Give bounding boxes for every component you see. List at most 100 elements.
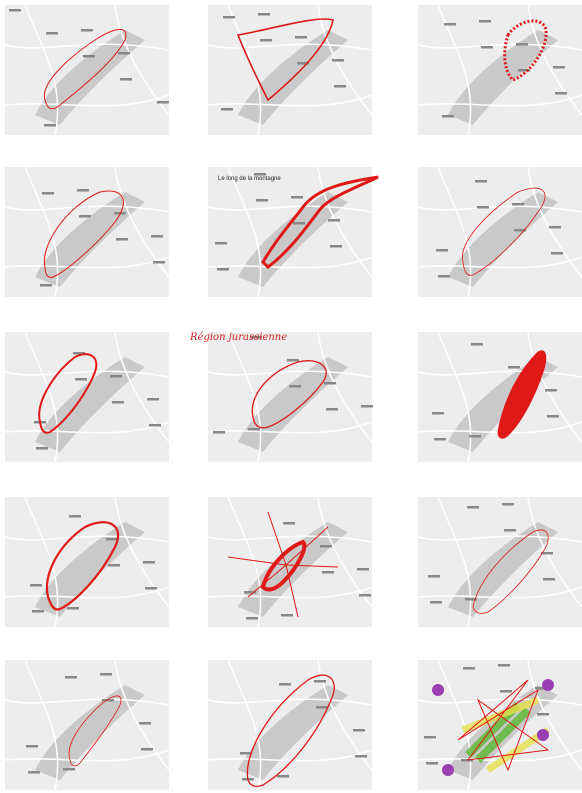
place-label: [475, 180, 487, 183]
place-label: [537, 713, 549, 716]
road: [437, 331, 472, 463]
place-label: [281, 614, 293, 617]
red-outline: [497, 350, 547, 439]
place-label: [326, 408, 338, 411]
road: [207, 421, 373, 434]
place-label: [100, 673, 112, 676]
place-label: [436, 249, 448, 252]
road: [527, 496, 582, 608]
place-label: [545, 389, 557, 392]
place-label: [141, 748, 153, 751]
red-ray: [285, 564, 339, 568]
mountain-band: [35, 685, 145, 780]
road: [114, 4, 170, 116]
place-label: [502, 503, 514, 506]
place-label: [514, 229, 526, 232]
place-label: [512, 203, 524, 206]
road: [4, 749, 170, 762]
road: [437, 496, 472, 628]
place-label: [256, 199, 268, 202]
road: [207, 370, 373, 378]
map-tile: [417, 496, 582, 628]
place-label: [149, 424, 161, 427]
place-label: [258, 13, 270, 16]
place-label: [555, 92, 567, 95]
tiles: [4, 4, 582, 791]
map-tile: [4, 4, 170, 136]
road: [317, 496, 373, 608]
place-label: [120, 78, 132, 81]
road: [417, 586, 582, 599]
road: [527, 4, 582, 116]
place-label: [508, 366, 520, 369]
place-label: [63, 768, 75, 771]
road: [4, 586, 170, 599]
place-label: [246, 617, 258, 620]
place-label: [157, 101, 169, 104]
place-label: [291, 196, 303, 199]
road: [437, 4, 472, 136]
road: [207, 698, 373, 706]
road: [114, 659, 170, 771]
place-label: [547, 415, 559, 418]
road: [24, 496, 59, 628]
place-label: [471, 343, 483, 346]
place-label: [498, 664, 510, 667]
place-label: [330, 245, 342, 248]
red-outline: [251, 360, 327, 429]
road: [4, 370, 170, 378]
road: [24, 659, 59, 791]
place-label: [424, 736, 436, 739]
map-tile: [207, 4, 373, 136]
place-label: [215, 242, 227, 245]
red-outline: [246, 674, 335, 787]
place-label: [295, 36, 307, 39]
place-label: [518, 69, 530, 72]
road: [24, 4, 59, 136]
place-label: [40, 284, 52, 287]
place-label: [46, 32, 58, 35]
road: [437, 659, 472, 791]
place-label: [428, 575, 440, 578]
road: [4, 698, 170, 706]
handwritten-caption: Région jurassienne: [189, 332, 287, 343]
purple-dot: [442, 764, 454, 776]
place-label: [322, 571, 334, 574]
place-label: [254, 173, 266, 176]
place-label: [114, 212, 126, 215]
place-label: [213, 431, 225, 434]
place-label: [26, 745, 38, 748]
place-label: [359, 594, 371, 597]
road: [417, 698, 582, 706]
place-label: [32, 610, 44, 613]
road: [114, 331, 170, 443]
map-tile: [207, 166, 379, 298]
tile-caption: Le long de la montagne: [218, 176, 281, 182]
place-label: [357, 568, 369, 571]
road: [227, 166, 262, 298]
place-label: [108, 564, 120, 567]
mountain-band: [35, 522, 145, 617]
road: [207, 43, 373, 51]
map-tile: [4, 496, 170, 628]
road: [437, 166, 472, 298]
road: [4, 421, 170, 434]
place-label: [481, 46, 493, 49]
road: [4, 94, 170, 107]
place-label: [69, 515, 81, 518]
mountain-band: [238, 685, 348, 780]
road: [317, 331, 373, 443]
place-label: [438, 275, 450, 278]
mountain-band: [35, 192, 145, 287]
place-label: [42, 192, 54, 195]
place-label: [77, 189, 89, 192]
place-label: [79, 215, 91, 218]
road: [207, 256, 373, 269]
place-label: [106, 538, 118, 541]
place-label: [277, 775, 289, 778]
road: [417, 535, 582, 543]
place-label: [143, 561, 155, 564]
map-tile: [417, 166, 582, 298]
red-ray: [247, 564, 287, 598]
place-label: [287, 359, 299, 362]
